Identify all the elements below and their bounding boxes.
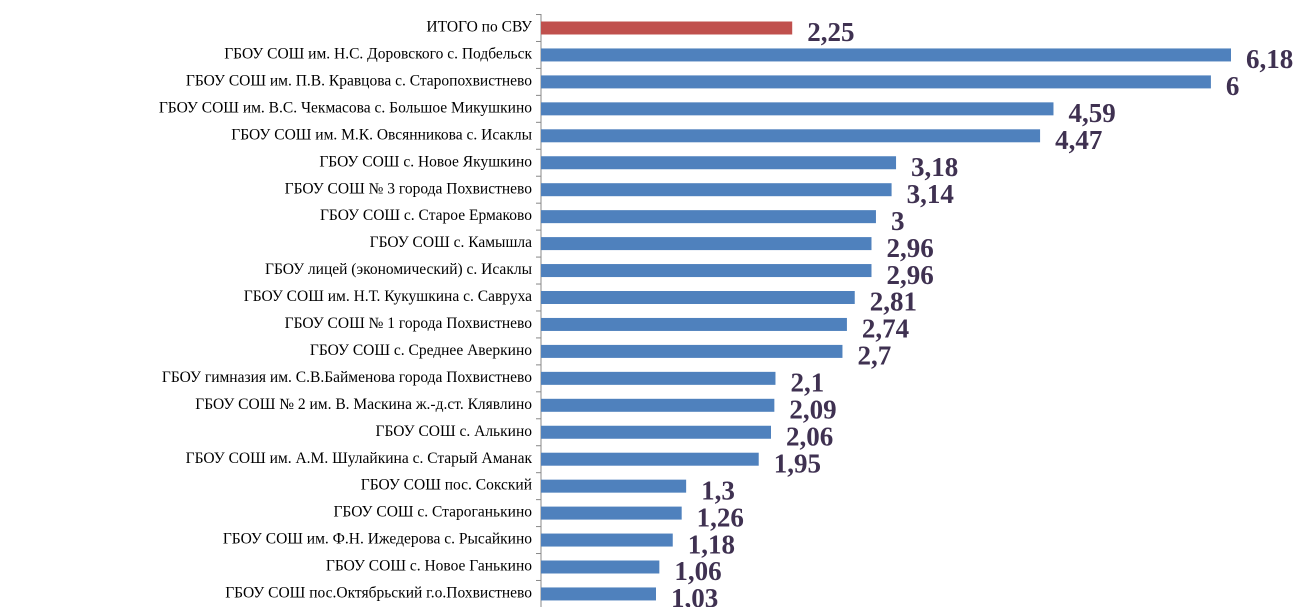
category-label: ГБОУ СОШ № 2 им. В. Маскина ж.-д.ст. Кля… (195, 396, 532, 413)
bar (541, 317, 847, 331)
value-label: 4,47 (1055, 125, 1102, 155)
value-label: 6 (1226, 71, 1240, 101)
value-label: 4,59 (1068, 98, 1115, 128)
category-label: ГБОУ СОШ им. А.М. Шулайкина с. Старый Ам… (186, 450, 533, 467)
bar (541, 21, 793, 35)
value-label: 2,74 (862, 314, 909, 344)
value-label: 2,81 (870, 287, 917, 317)
value-label: 1,03 (671, 583, 718, 607)
bar (541, 48, 1231, 62)
bar (541, 156, 897, 170)
bar (541, 344, 843, 358)
category-label: ГБОУ СОШ с. Среднее Аверкино (310, 342, 532, 359)
bar (541, 102, 1054, 116)
bar (541, 587, 656, 601)
category-label: ГБОУ СОШ им. Н.С. Доровского с. Подбельс… (224, 46, 532, 63)
category-label: ИТОГО по СВУ (426, 19, 532, 36)
value-label: 2,1 (790, 368, 824, 398)
bar (541, 264, 872, 278)
value-label: 3 (891, 206, 905, 236)
category-label: ГБОУ СОШ им. Н.Т. Кукушкина с. Савруха (244, 288, 532, 305)
value-label: 2,96 (886, 260, 933, 290)
bar (541, 506, 682, 520)
category-label: ГБОУ гимназия им. С.В.Байменова города П… (162, 369, 532, 386)
value-label: 3,18 (911, 152, 958, 182)
category-label: ГБОУ лицей (экономический) с. Исаклы (265, 261, 533, 278)
category-label: ГБОУ СОШ им. М.К. Овсянникова с. Исаклы (231, 126, 532, 143)
value-label: 2,25 (807, 17, 854, 47)
category-label: ГБОУ СОШ пос.Октябрьский г.о.Похвистнево (225, 585, 532, 602)
category-label: ГБОУ СОШ им. П.В. Кравцова с. Старопохви… (186, 72, 532, 89)
value-label: 2,96 (886, 233, 933, 263)
bar (541, 533, 673, 547)
value-label: 2,09 (789, 395, 836, 425)
category-label: ГБОУ СОШ пос. Сокский (361, 477, 532, 494)
bar (541, 129, 1041, 143)
bar (541, 237, 872, 251)
bar (541, 75, 1211, 89)
bar (541, 479, 687, 493)
category-label: ГБОУ СОШ с. Новое Ганькино (326, 558, 532, 575)
category-label: ГБОУ СОШ им. Ф.Н. Ижедерова с. Рысайкино (223, 531, 532, 548)
bar (541, 560, 660, 574)
category-label: ГБОУ СОШ № 1 города Похвистнево (285, 315, 533, 332)
value-label: 2,06 (786, 421, 833, 451)
value-label: 1,26 (697, 502, 744, 532)
value-label: 1,18 (688, 529, 735, 559)
bar (541, 183, 892, 197)
value-label: 1,3 (701, 475, 735, 505)
bar (541, 371, 776, 385)
bar (541, 291, 855, 304)
bar (541, 210, 876, 224)
category-label: ГБОУ СОШ с. Старое Ермаково (320, 207, 532, 224)
value-label: 1,95 (774, 448, 821, 478)
category-label: ГБОУ СОШ № 3 города Похвистнево (285, 180, 533, 197)
bar (541, 398, 775, 412)
value-label: 6,18 (1246, 44, 1293, 74)
value-label: 1,06 (674, 556, 721, 586)
category-label: ГБОУ СОШ с. Новое Якушкино (319, 153, 532, 170)
bar (541, 452, 759, 466)
bar (541, 425, 771, 439)
value-label: 3,14 (907, 179, 954, 209)
category-label: ГБОУ СОШ с. Староганькино (333, 504, 532, 521)
category-label: ГБОУ СОШ с. Алькино (376, 423, 533, 440)
category-label: ГБОУ СОШ им. В.С. Чекмасова с. Большое М… (159, 99, 532, 116)
value-label: 2,7 (857, 341, 891, 371)
category-label: ГБОУ СОШ с. Камышла (370, 234, 533, 251)
